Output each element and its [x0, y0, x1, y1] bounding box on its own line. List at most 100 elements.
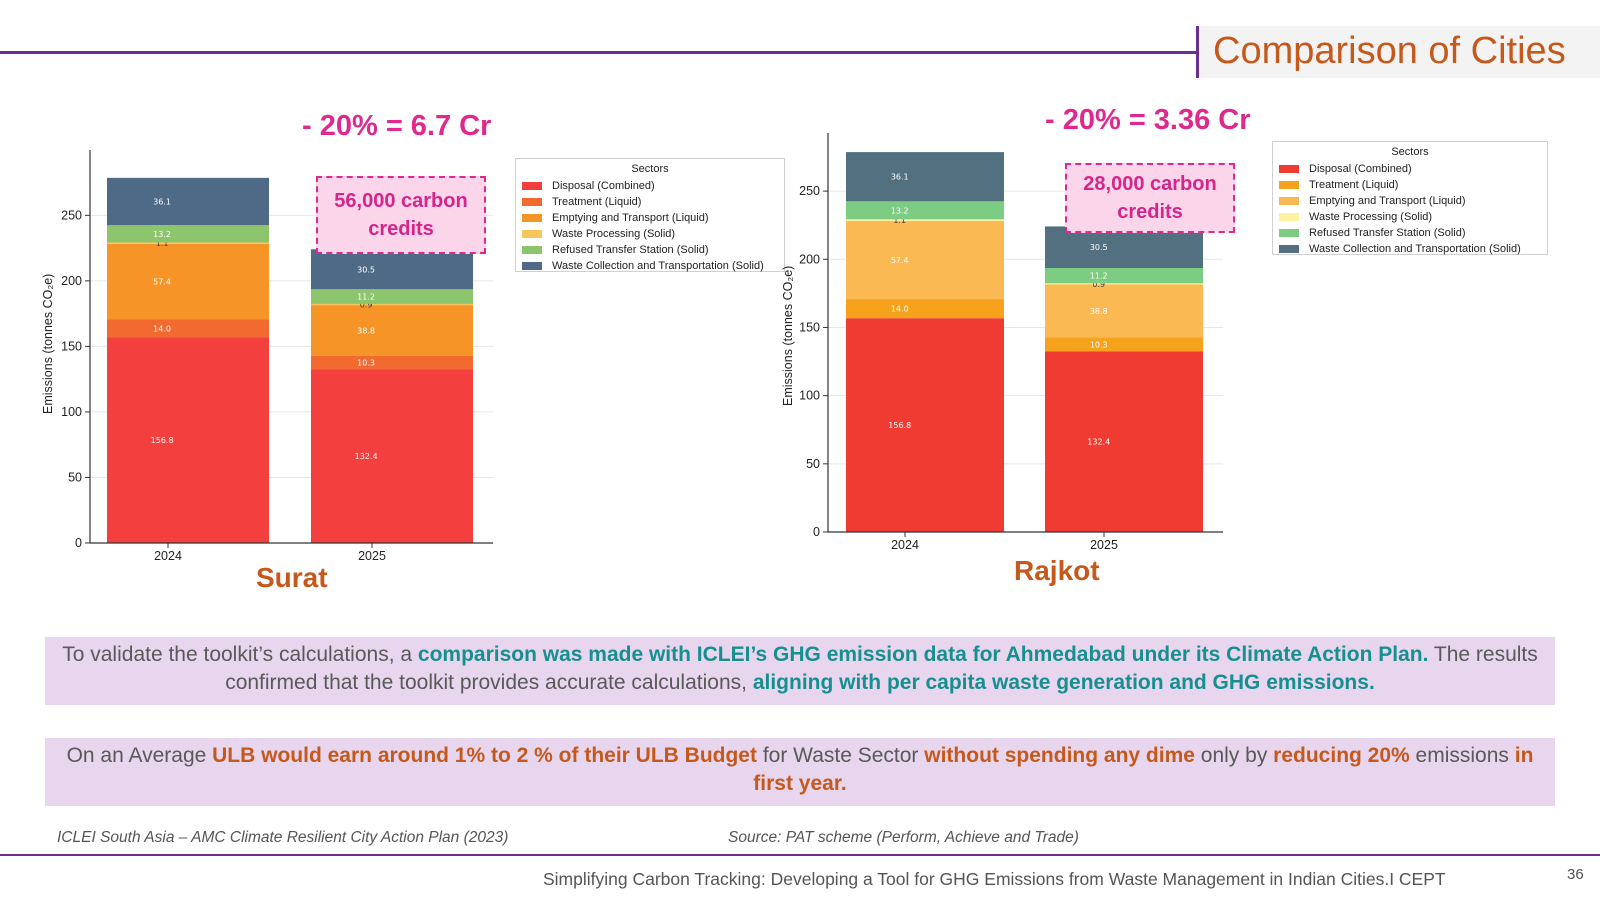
rajkot-legend-item: Emptying and Transport (Liquid)	[1279, 193, 1541, 209]
rajkot-data-label: 132.4	[1087, 438, 1110, 447]
surat-y-tick-label: 150	[61, 339, 82, 353]
validation-note: To validate the toolkit’s calculations, …	[45, 637, 1555, 705]
surat-bar-segment	[107, 242, 269, 244]
rajkot-bar-segment	[846, 152, 1004, 202]
earnings-highlight-4: in first year.	[753, 744, 1534, 795]
surat-bar-segment	[311, 305, 473, 356]
surat-data-label: 156.8	[151, 436, 174, 445]
rajkot-bar-segment	[1045, 337, 1203, 352]
rajkot-data-label: 0.9	[1092, 280, 1105, 289]
validation-text-2: The results confirmed that the toolkit p…	[225, 643, 1538, 694]
rajkot-credit-note: 28,000 carbon credits	[1065, 163, 1235, 233]
surat-credit-note: 56,000 carbon credits	[316, 176, 486, 254]
source-pat: Source: PAT scheme (Perform, Achieve and…	[728, 829, 1079, 846]
surat-legend-title: Sectors	[631, 163, 669, 175]
surat-y-tick-label: 0	[75, 536, 82, 550]
validation-text-1: To validate the toolkit’s calculations, …	[62, 643, 418, 666]
surat-legend-label: Waste Collection and Transportation (Sol…	[552, 260, 764, 272]
rajkot-y-tick-label: 0	[813, 525, 820, 539]
rajkot-legend-label: Waste Collection and Transportation (Sol…	[1309, 243, 1521, 255]
surat-legend-label: Refused Transfer Station (Solid)	[552, 244, 709, 256]
surat-data-label: 57.4	[153, 278, 171, 287]
rajkot-y-tick-label: 150	[799, 320, 820, 334]
rajkot-headline: - 20% = 3.36 Cr	[1045, 104, 1251, 136]
surat-legend-item: Disposal (Combined)	[522, 178, 778, 194]
rajkot-chart: - 20% = 3.36 Cr Emissions (tonnes CO₂e) …	[780, 95, 1600, 595]
surat-x-tick-label: 2025	[358, 549, 386, 563]
rajkot-data-label: 10.3	[1090, 340, 1108, 349]
surat-legend-label: Disposal (Combined)	[552, 180, 655, 192]
surat-data-label: 11.2	[357, 293, 375, 302]
surat-headline: - 20% = 6.7 Cr	[302, 110, 492, 142]
surat-bar-segment	[107, 319, 269, 338]
rajkot-data-label: 14.0	[891, 305, 909, 314]
earnings-text-3: only by	[1194, 744, 1274, 767]
surat-bar-segment	[311, 303, 473, 306]
page-number: 36	[1567, 866, 1584, 883]
surat-x-tick-label: 2024	[154, 549, 182, 563]
surat-y-tick-label: 50	[68, 470, 82, 484]
surat-bar-segment	[311, 289, 473, 304]
surat-city-label: Surat	[256, 562, 328, 593]
rajkot-y-tick-label: 250	[799, 184, 820, 198]
rajkot-legend-label: Treatment (Liquid)	[1309, 179, 1399, 191]
header-rule	[0, 51, 1196, 54]
surat-data-label: 30.5	[357, 265, 375, 274]
rajkot-legend-item: Waste Collection and Transportation (Sol…	[1279, 241, 1541, 257]
earnings-highlight-2: without spending any dime	[924, 744, 1195, 767]
rajkot-data-label: 57.4	[891, 256, 909, 265]
rajkot-bar-segment	[846, 201, 1004, 220]
rajkot-legend-item: Refused Transfer Station (Solid)	[1279, 225, 1541, 241]
rajkot-legend-label: Emptying and Transport (Liquid)	[1309, 195, 1466, 207]
rajkot-legend: Sectors Disposal (Combined) Treatment (Liq…	[1272, 141, 1548, 255]
rajkot-plot: 0 50 100 150 200 250 156.8 14.0 57.4 1.113.2 36.1 2…	[799, 133, 1223, 552]
earnings-text-4: emissions	[1409, 744, 1515, 767]
rajkot-legend-label: Refused Transfer Station (Solid)	[1309, 227, 1466, 239]
rajkot-y-tick-label: 200	[799, 252, 820, 266]
surat-legend-swatch	[522, 214, 542, 222]
rajkot-legend-label: Waste Processing (Solid)	[1309, 211, 1433, 223]
rajkot-bar-segment	[1045, 268, 1203, 284]
rajkot-data-label: 36.1	[891, 173, 909, 182]
rajkot-bar-segment	[846, 318, 1004, 532]
title-box: Comparison of Cities	[1196, 26, 1600, 78]
rajkot-y-tick-label: 50	[806, 457, 820, 471]
surat-legend-swatch	[522, 182, 542, 190]
surat-y-tick-label: 250	[61, 208, 82, 222]
rajkot-bar-segment	[1045, 283, 1203, 285]
rajkot-bar-segment	[1045, 226, 1203, 269]
surat-data-label: 36.1	[153, 197, 171, 206]
rajkot-data-label: 13.2	[891, 206, 909, 215]
surat-legend-item: Refused Transfer Station (Solid)	[522, 242, 778, 258]
surat-legend: Sectors Disposal (Combined) Treatment (Liq…	[515, 158, 785, 272]
rajkot-data-label: 30.5	[1090, 243, 1108, 252]
surat-bar-segment	[107, 225, 269, 243]
surat-data-label: 14.0	[153, 324, 171, 333]
page-title: Comparison of Cities	[1213, 30, 1566, 72]
surat-legend-label: Treatment (Liquid)	[552, 196, 642, 208]
surat-bar-segment	[107, 177, 269, 226]
surat-data-label: 38.8	[357, 327, 375, 336]
surat-data-label: 13.2	[153, 230, 171, 239]
footer-text: Simplifying Carbon Tracking: Developing …	[543, 869, 1446, 889]
rajkot-bar-segment	[1045, 284, 1203, 338]
surat-data-label: 1.1	[156, 239, 169, 248]
surat-legend-swatch	[522, 198, 542, 206]
surat-legend-swatch	[522, 246, 542, 254]
earnings-text-2: for Waste Sector	[756, 744, 925, 767]
rajkot-legend-swatch	[1279, 181, 1299, 189]
validation-highlight-2: aligning with per capita waste generatio…	[752, 671, 1375, 694]
rajkot-legend-swatch	[1279, 229, 1299, 237]
surat-legend-item: Emptying and Transport (Liquid)	[522, 210, 778, 226]
surat-legend-label: Waste Processing (Solid)	[552, 228, 676, 240]
earnings-text-1: On an Average	[66, 744, 213, 767]
rajkot-legend-swatch	[1279, 213, 1299, 221]
surat-data-label: 0.9	[360, 301, 373, 310]
validation-highlight-1: comparison was made with ICLEI’s GHG emi…	[417, 643, 1429, 666]
surat-chart: - 20% = 6.7 Cr Emissions (tonnes CO₂e) 0…	[0, 100, 800, 600]
rajkot-y-tick-label: 100	[799, 389, 820, 403]
surat-bar-segment	[311, 249, 473, 290]
surat-bar-segment	[107, 337, 269, 543]
surat-bar-segment	[107, 243, 269, 320]
rajkot-data-label: 1.1	[893, 216, 906, 225]
